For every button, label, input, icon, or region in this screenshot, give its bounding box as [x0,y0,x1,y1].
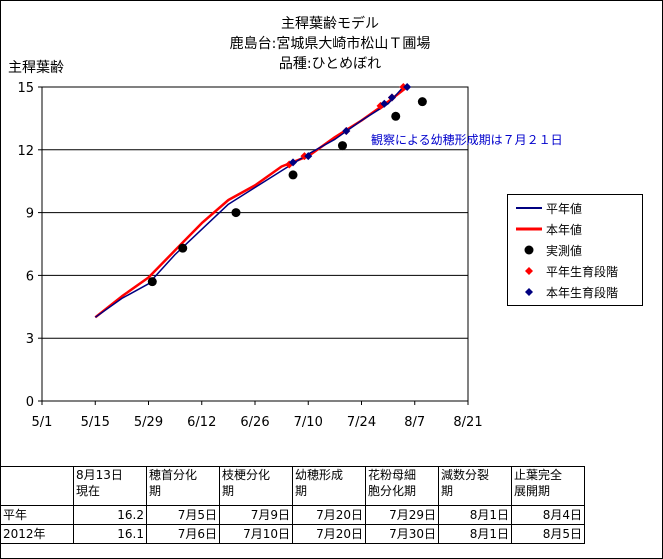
table-header-cell: 止葉完全 展開期 [511,466,585,506]
y-tick-label: 15 [17,81,34,96]
legend: 平年値 本年値 実測値 平年生育段階 本年生育段階 [507,194,643,306]
measured-point [417,97,427,107]
table-cell: 7月20日 [292,505,366,525]
measured-point [391,111,401,121]
measured-point [231,208,241,218]
legend-line-current-icon [516,227,542,231]
chart-subtitle-variety: 品種:ひとめぼれ [278,56,382,72]
x-tick-label: 5/1 [32,415,53,430]
table-cell: 7月6日 [146,524,220,544]
chart-title: 主稈葉齢モデル [281,16,379,32]
table-row-label: 平年 [0,505,74,525]
x-tick-label: 8/7 [404,415,425,430]
current-stage-point [380,99,389,108]
y-tick-label: 6 [26,269,34,284]
current-stage-point [387,93,396,102]
leaf-age-chart: 0 3 6 9 12 15 5/1 5/15 5/29 6/12 6/26 7/10 7/24 8/7 8/… [17,81,482,430]
x-tick-label: 5/29 [134,415,163,430]
table-cell: 8月1日 [438,524,512,544]
table-cell: 7月5日 [146,505,220,525]
table-cell: 8月4日 [511,505,585,525]
current-stage-point [289,158,298,167]
y-tick-label: 9 [26,207,34,222]
table-cell: 7月29日 [365,505,439,525]
legend-item-current: 本年値 [508,220,644,238]
table-header-cell: 減数分裂期 [438,466,512,506]
table-header-row: 8月13日 現在 穂首分化期 枝梗分化期 幼穂形成期 花粉母細 胞分化期 減数分裂期… [0,466,585,506]
measured-point [337,141,347,151]
x-tick-label: 6/12 [187,415,216,430]
table-cell: 16.1 [73,524,147,544]
table-cell: 8月5日 [511,524,585,544]
legend-item-normal-stage: 平年生育段階 [508,262,644,280]
y-tick-label: 12 [17,144,34,159]
x-tick-label: 7/24 [347,415,376,430]
table-header-cell: 枝梗分化期 [219,466,293,506]
table-header-cell: 幼穂形成期 [292,466,366,506]
plot-area [41,86,469,402]
table-cell: 8月1日 [438,505,512,525]
table-header-cell: 花粉母細 胞分化期 [365,466,439,506]
legend-dot-measured-icon [524,245,534,255]
legend-line-normal-icon [516,207,542,209]
x-tick-label: 5/15 [81,415,110,430]
table-row: 平年 16.2 7月5日 7月9日 7月20日 7月29日 8月1日 8月4日 [0,505,585,525]
legend-diamond-current-stage-icon [525,288,533,296]
table-cell: 7月20日 [292,524,366,544]
legend-item-normal: 平年値 [508,199,644,217]
measured-point [147,277,157,287]
y-tick-label: 3 [26,332,34,347]
observation-annotation: 観察による幼穂形成期は７月２１日 [371,133,563,147]
table-header-cell: 穂首分化期 [146,466,220,506]
x-tick-label: 7/10 [294,415,323,430]
table-row: 2012年 16.1 7月6日 7月10日 7月20日 7月30日 8月1日 8… [0,524,585,544]
measured-point [178,243,188,253]
table-cell: 7月30日 [365,524,439,544]
current-stage-point [342,126,351,135]
chart-subtitle-location: 鹿島台:宮城県大崎市松山Ｔ圃場 [229,36,431,52]
growth-stage-table: 8月13日 現在 穂首分化期 枝梗分化期 幼穂形成期 花粉母細 胞分化期 減数分裂期… [0,466,585,544]
table-corner-cell [0,466,74,506]
current-stage-point [403,83,412,91]
table-cell: 7月10日 [219,524,293,544]
y-tick-label: 0 [26,395,34,410]
table-header-cell: 8月13日 現在 [73,466,147,506]
legend-item-measured: 実測値 [508,241,644,259]
table-row-label: 2012年 [0,524,74,544]
measured-point [288,170,298,180]
table-cell: 16.2 [73,505,147,525]
y-axis-label: 主稈葉齢 [8,60,64,76]
legend-item-current-stage: 本年生育段階 [508,283,644,301]
legend-diamond-normal-stage-icon [525,267,533,275]
current-stage-point [304,152,313,161]
x-tick-label: 6/26 [240,415,269,430]
x-tick-label: 8/21 [453,415,482,430]
table-cell: 7月9日 [219,505,293,525]
